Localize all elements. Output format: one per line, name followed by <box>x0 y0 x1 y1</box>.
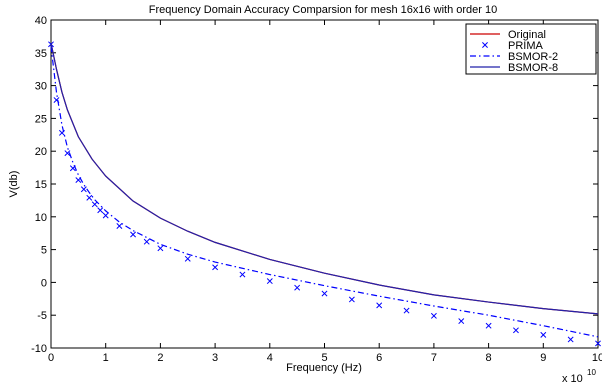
y-tick-label: 5 <box>41 245 47 257</box>
data-point <box>512 327 519 334</box>
series-line-bsmor-8 <box>50 42 599 315</box>
x-multiplier-label: x 10 <box>562 373 583 385</box>
data-point <box>321 290 328 297</box>
y-tick-label: 30 <box>35 81 47 93</box>
data-point <box>376 302 383 309</box>
series-layer <box>48 41 601 347</box>
data-point <box>430 312 437 319</box>
y-tick-label: 10 <box>35 212 47 224</box>
data-point <box>80 186 87 193</box>
y-tick-label: -10 <box>31 343 47 355</box>
data-point <box>595 340 601 347</box>
data-point <box>130 231 137 238</box>
data-point <box>458 318 465 325</box>
data-point <box>97 207 104 214</box>
y-tick-label: 15 <box>35 179 47 191</box>
y-tick-label: 25 <box>35 113 47 125</box>
y-tick-label: 20 <box>35 146 47 158</box>
series-line-bsmor-2 <box>50 46 599 338</box>
legend-label: PRIMA <box>508 40 544 52</box>
data-point <box>91 201 98 208</box>
data-point <box>540 331 547 338</box>
y-tick-label: 35 <box>35 48 47 60</box>
data-point <box>485 322 492 329</box>
y-tick-label: -5 <box>37 310 47 322</box>
legend-item-bsmor-2: BSMOR-2 <box>470 51 558 63</box>
data-point <box>239 271 246 278</box>
data-point <box>266 278 273 285</box>
x-tick-label: 8 <box>486 352 492 364</box>
data-point <box>348 296 355 303</box>
legend-label: BSMOR-2 <box>508 51 558 63</box>
x-axis: 0 1 2 3 4 5 6 7 8 9 10 <box>48 20 602 364</box>
x-tick-label: 10 <box>592 352 602 364</box>
x-tick-label: 4 <box>267 352 273 364</box>
legend-label: BSMOR-8 <box>508 62 558 74</box>
x-tick-label: 5 <box>321 352 327 364</box>
data-point <box>212 264 219 271</box>
data-point <box>184 255 191 262</box>
legend-label: Original <box>508 29 546 41</box>
legend-item-original: Original <box>470 29 546 41</box>
data-point <box>294 284 301 291</box>
chart-title: Frequency Domain Accuracy Comparsion for… <box>149 4 498 16</box>
y-tick-label: 40 <box>35 15 47 27</box>
y-axis: -10 -5 0 5 10 15 20 25 30 35 40 <box>31 15 598 355</box>
x-tick-label: 7 <box>431 352 437 364</box>
legend-item-prima: PRIMA <box>482 40 544 52</box>
y-tick-label: 0 <box>41 277 47 289</box>
x-tick-label: 2 <box>157 352 163 364</box>
x-multiplier: x 10 10 <box>562 368 596 385</box>
x-tick-label: 0 <box>48 352 54 364</box>
x-axis-label: Frequency (Hz) <box>286 362 362 374</box>
x-tick-label: 1 <box>103 352 109 364</box>
data-point <box>143 238 150 245</box>
legend-marker <box>482 42 488 48</box>
legend-box <box>465 23 597 75</box>
legend-item-bsmor-8: BSMOR-8 <box>470 62 558 74</box>
x-tick-label: 6 <box>376 352 382 364</box>
x-tick-label: 9 <box>540 352 546 364</box>
data-point <box>116 223 123 229</box>
data-point <box>567 336 574 343</box>
data-point <box>403 307 410 314</box>
data-point <box>157 245 164 252</box>
data-point <box>64 150 71 157</box>
y-axis-label: V(db) <box>8 171 20 198</box>
x-multiplier-exponent: 10 <box>587 368 596 377</box>
data-point <box>86 194 93 201</box>
data-point <box>102 212 109 219</box>
x-tick-label: 3 <box>212 352 218 364</box>
